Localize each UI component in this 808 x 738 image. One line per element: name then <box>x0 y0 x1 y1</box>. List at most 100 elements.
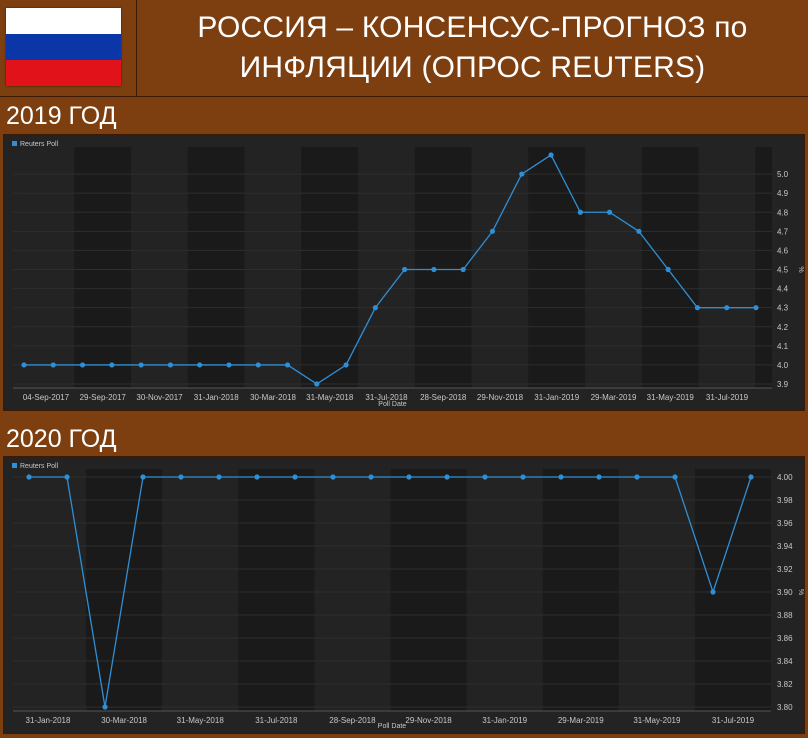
data-point[interactable] <box>753 305 759 311</box>
y-tick-label: 4.7 <box>777 227 789 236</box>
chart-band <box>471 147 529 388</box>
chart-band <box>466 469 543 711</box>
data-point[interactable] <box>482 474 488 480</box>
data-point[interactable] <box>21 362 27 368</box>
y-tick-label: 3.80 <box>777 703 793 712</box>
data-point[interactable] <box>402 266 408 273</box>
data-point[interactable] <box>292 474 298 480</box>
y-tick-label: 3.86 <box>777 634 793 643</box>
x-tick-label: 28-Sep-2018 <box>420 393 467 402</box>
data-point[interactable] <box>548 152 554 158</box>
y-tick-label: 3.90 <box>777 588 793 597</box>
data-point[interactable] <box>109 362 115 368</box>
flag-stripe-blue <box>6 34 121 60</box>
y-tick-label: 4.2 <box>777 323 789 332</box>
data-point[interactable] <box>284 362 291 368</box>
series-line <box>24 154 756 385</box>
data-point[interactable] <box>368 474 374 480</box>
y-tick-label: 4.0 <box>777 361 789 370</box>
data-point[interactable] <box>431 266 437 273</box>
chart-band <box>585 147 642 388</box>
x-tick-label: 31-Jul-2018 <box>255 716 298 725</box>
x-axis-label: Poll Date <box>378 723 407 730</box>
data-point[interactable] <box>314 381 320 387</box>
data-point[interactable] <box>102 704 108 710</box>
x-tick-label: 30-Mar-2018 <box>101 716 147 725</box>
data-point[interactable] <box>519 171 525 177</box>
russia-flag-icon <box>6 8 121 86</box>
chart-bands <box>13 469 771 711</box>
y-axis: 3.9 4.0 4.1 4.2 4.3 4.4 4.5 4.6 4.7 4.8 4.9 5.0 <box>13 170 789 389</box>
data-point[interactable] <box>444 474 450 480</box>
x-tick-label: 31-Jul-2019 <box>706 393 749 402</box>
data-point[interactable] <box>577 209 583 215</box>
y-tick-label: 4.5 <box>777 266 789 275</box>
data-point[interactable] <box>50 362 56 368</box>
page-title: РОССИЯ – КОНСЕНСУС-ПРОГНОЗ по ИНФЛЯЦИИ (… <box>197 11 748 84</box>
x-tick-label: 29-Nov-2018 <box>477 393 524 402</box>
data-point[interactable] <box>178 474 184 480</box>
y-tick-label: 4.8 <box>777 208 789 217</box>
data-point[interactable] <box>607 209 613 215</box>
section-label-2020: 2020 ГОД <box>6 425 117 453</box>
x-axis: 04-Sep-2017 29-Sep-2017 30-Nov-2017 31-Jan-… <box>23 393 749 402</box>
x-tick-label: 30-Nov-2017 <box>136 393 183 402</box>
legend-label: Reuters Poll <box>20 463 59 470</box>
chart-band <box>244 147 302 388</box>
chart-panel-2020: 3.80 3.82 3.84 3.86 3.88 3.90 3.92 3.94 3.96 3.98… <box>3 456 805 734</box>
data-point[interactable] <box>748 474 754 480</box>
flag-stripe-white <box>6 8 121 34</box>
data-point[interactable] <box>634 474 640 480</box>
x-tick-label: 28-Sep-2018 <box>329 716 376 725</box>
chart-band <box>528 147 586 388</box>
x-tick-label: 30-Mar-2018 <box>250 393 296 402</box>
chart-band <box>314 469 391 711</box>
data-point[interactable] <box>694 305 701 311</box>
data-point[interactable] <box>140 474 146 480</box>
x-axis: 31-Jan-2018 30-Mar-2018 31-May-2018 31-Jul-… <box>26 716 755 725</box>
data-point[interactable] <box>330 474 336 480</box>
x-tick-label: 31-Jan-2019 <box>534 393 579 402</box>
data-point[interactable] <box>489 228 496 234</box>
series-points <box>21 152 759 387</box>
x-tick-label: 31-Jul-2019 <box>712 716 755 725</box>
chart-band <box>694 469 771 711</box>
data-point[interactable] <box>724 305 730 311</box>
x-tick-label: 31-Jan-2019 <box>482 716 527 725</box>
data-point[interactable] <box>372 305 378 311</box>
data-point[interactable] <box>710 589 716 595</box>
x-tick-label: 29-Nov-2018 <box>405 716 452 725</box>
data-point[interactable] <box>64 474 70 480</box>
data-point[interactable] <box>79 362 86 368</box>
chart-band <box>641 147 699 388</box>
data-point[interactable] <box>636 228 642 234</box>
data-point[interactable] <box>520 474 526 480</box>
chart-band <box>162 469 239 711</box>
data-point[interactable] <box>167 362 173 368</box>
x-axis-label: Poll Date <box>378 401 407 408</box>
data-point[interactable] <box>255 362 261 368</box>
chart-band <box>698 147 756 388</box>
chart-band <box>74 147 132 388</box>
legend-label: Reuters Poll <box>20 141 59 148</box>
y-axis-label: % <box>797 266 804 272</box>
data-point[interactable] <box>460 266 466 273</box>
data-point[interactable] <box>26 474 32 480</box>
data-point[interactable] <box>672 474 678 480</box>
data-point[interactable] <box>596 474 602 480</box>
data-point[interactable] <box>558 474 564 480</box>
data-point[interactable] <box>138 362 144 368</box>
data-point[interactable] <box>343 362 349 368</box>
y-tick-label: 3.82 <box>777 680 793 689</box>
y-tick-label: 3.98 <box>777 496 793 505</box>
chart-band <box>238 469 315 711</box>
chart-band <box>542 469 619 711</box>
title-box: РОССИЯ – КОНСЕНСУС-ПРОГНОЗ по ИНФЛЯЦИИ (… <box>137 0 808 96</box>
data-point[interactable] <box>665 266 671 273</box>
data-point[interactable] <box>406 474 412 480</box>
data-point[interactable] <box>216 474 222 480</box>
data-point[interactable] <box>254 474 260 480</box>
data-point[interactable] <box>197 362 203 368</box>
data-point[interactable] <box>226 362 232 368</box>
x-tick-label: 31-May-2019 <box>647 393 695 402</box>
